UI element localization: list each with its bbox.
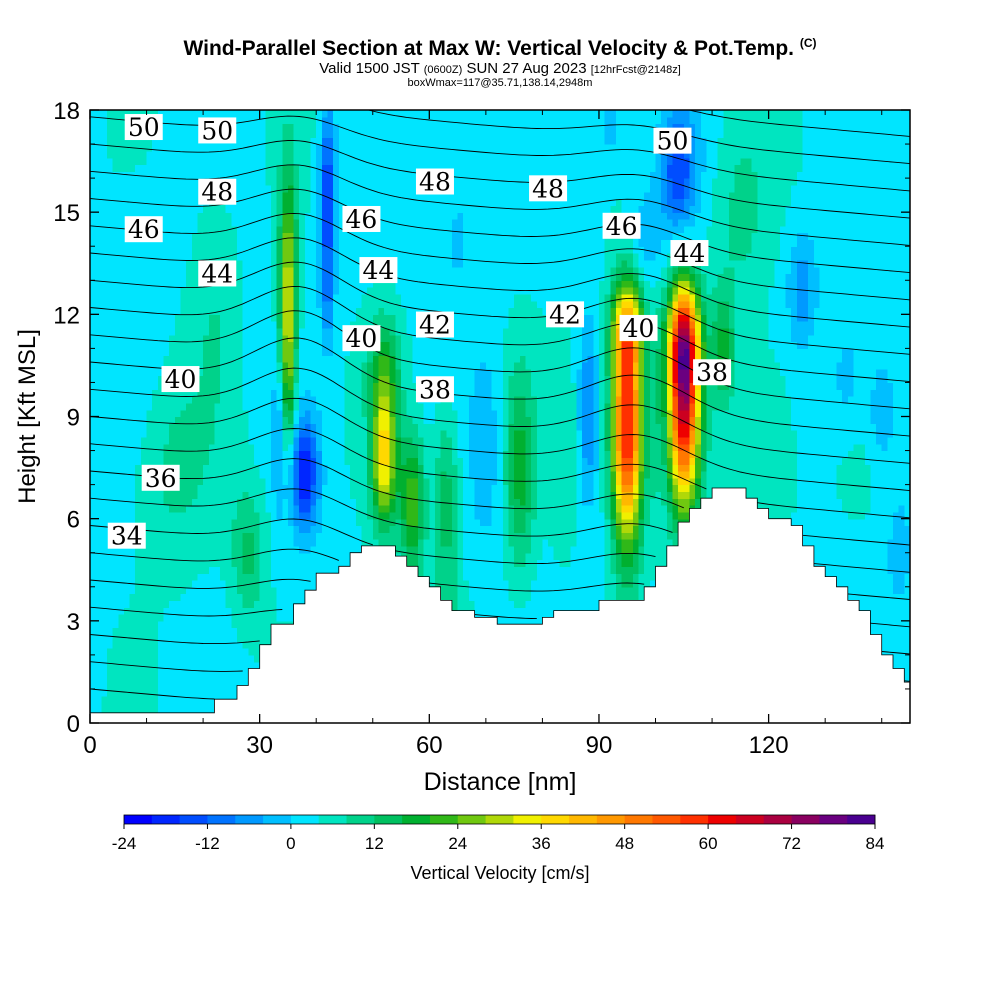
theta-contour-label: 48: [415, 168, 454, 197]
colorbar-swatch: [151, 815, 181, 824]
theta-contour-label: 42: [546, 300, 585, 329]
chart-title: Wind-Parallel Section at Max W: Vertical…: [183, 36, 817, 60]
colorbar-label: Vertical Velocity [cm/s]: [410, 863, 590, 883]
theta-contour-label: 44: [670, 239, 709, 268]
colorbar-tick-label: 36: [532, 834, 551, 853]
theta-contours: [90, 110, 910, 700]
colorbar-tick-label: 84: [866, 834, 885, 853]
chart-subtitle: Valid 1500 JST (0600Z) SUN 27 Aug 2023 […: [319, 60, 681, 77]
colorbar-swatch: [791, 815, 820, 824]
theta-contour-label: 48: [529, 174, 568, 203]
theta-contour-label: 38: [415, 375, 454, 404]
colorbar-swatch: [207, 815, 236, 824]
colorbar-swatch: [346, 815, 375, 824]
box-wmax-line: boxWmax=117@35.71,138.14,2948m: [407, 77, 593, 89]
colorbar-swatch: [457, 815, 486, 824]
colorbar-swatch: [429, 815, 459, 824]
theta-contour-label: 50: [124, 113, 163, 142]
colorbar: -24 -12 0 12 24 36 48 60 72 84: [112, 814, 885, 853]
y-tick-label: 0: [67, 711, 80, 738]
copyright-mark: (C): [799, 36, 817, 50]
theta-contour-label: 50: [198, 116, 237, 145]
colorbar-swatch: [318, 815, 347, 824]
colorbar-swatch: [541, 815, 570, 824]
colorbar-tick-label: -12: [195, 834, 220, 853]
colorbar-swatch: [569, 815, 598, 824]
terrain-mask: [90, 487, 910, 723]
colorbar-swatch: [179, 815, 208, 824]
x-tick-label: 0: [83, 732, 96, 759]
y-tick-label: 3: [67, 609, 80, 636]
y-tick-label: 6: [67, 507, 80, 534]
theta-contour-label: 40: [619, 314, 658, 343]
colorbar-swatch: [235, 815, 264, 824]
theta-contour-label: 44: [198, 259, 237, 288]
theta-contour-label: 44: [359, 256, 398, 285]
theta-contour-label: 36: [141, 464, 180, 493]
y-axis-label: Height [Kft MSL]: [14, 329, 41, 504]
colorbar-swatch: [847, 815, 876, 824]
theta-contour-label: 50: [653, 127, 692, 156]
x-tick-label: 120: [749, 732, 789, 759]
y-tick-label: 18: [53, 98, 80, 125]
colorbar-swatch: [708, 815, 737, 824]
colorbar-swatch: [624, 815, 653, 824]
theta-contour-label: 40: [342, 324, 381, 353]
colorbar-tick-label: 24: [448, 834, 467, 853]
colorbar-swatch: [763, 815, 792, 824]
theta-contour-label: 46: [124, 215, 163, 244]
colorbar-swatch: [374, 815, 403, 824]
plot-area: 50 50 48 46 44 40 36 34 46 44 40 42 38 48 48 42 46 40 44 50…: [90, 110, 910, 723]
colorbar-swatch: [652, 815, 681, 824]
colorbar-swatch: [819, 815, 848, 824]
colorbar-swatch: [124, 815, 153, 824]
theta-contour-label: 38: [693, 358, 732, 387]
theta-contour-label: 42: [415, 311, 454, 340]
colorbar-tick-label: 0: [286, 834, 295, 853]
theta-contour-label: 48: [198, 178, 237, 207]
y-tick-label: 15: [53, 200, 80, 227]
colorbar-tick-label: 48: [615, 834, 634, 853]
y-tick-label: 12: [53, 302, 80, 329]
x-axis-label: Distance [nm]: [424, 768, 577, 796]
colorbar-swatch: [596, 815, 626, 824]
x-tick-label: 30: [246, 732, 273, 759]
colorbar-tick-label: 72: [782, 834, 801, 853]
x-tick-label: 90: [586, 732, 613, 759]
theta-contour-label: 46: [342, 205, 381, 234]
colorbar-tick-label: -24: [112, 834, 137, 853]
x-tick-label: 60: [416, 732, 443, 759]
colorbar-swatch: [680, 815, 709, 824]
colorbar-swatch: [735, 815, 765, 824]
colorbar-swatch: [485, 815, 514, 824]
colorbar-swatch: [290, 815, 320, 824]
theta-contour-label: 34: [107, 522, 146, 551]
colorbar-swatch: [402, 815, 431, 824]
y-tick-label: 9: [67, 405, 80, 432]
theta-contour-label: 46: [602, 212, 641, 241]
colorbar-swatch: [263, 815, 292, 824]
colorbar-swatch: [513, 815, 542, 824]
colorbar-tick-label: 60: [699, 834, 718, 853]
colorbar-tick-label: 12: [365, 834, 384, 853]
theta-contour-label: 40: [161, 365, 200, 394]
